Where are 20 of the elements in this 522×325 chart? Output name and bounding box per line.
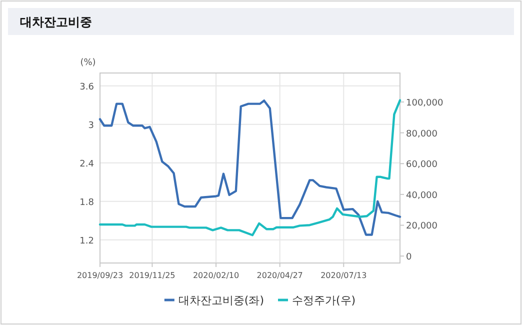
x-tick-label: 2019/09/23 (76, 271, 124, 280)
y-tick-label: 3 (88, 120, 94, 131)
y-tick-label: 2.4 (80, 159, 94, 170)
y2-tick-label: 100,000 (406, 98, 444, 108)
legend-label: 수정주가(우) (292, 294, 356, 307)
chart-title: 대차잔고비중 (20, 15, 92, 29)
y2-tick-label: 60,000 (406, 160, 438, 170)
y-tick-label: 3.6 (80, 82, 94, 92)
legend-label: 대차잔고비중(좌) (178, 294, 264, 307)
x-tick-label: 2019/11/25 (129, 271, 176, 280)
y-tick-label: 1.8 (80, 198, 94, 208)
x-tick-label: 2020/07/13 (320, 271, 367, 280)
y-axis-title: (%) (80, 58, 96, 68)
x-tick-label: 2020/04/27 (256, 271, 303, 280)
y2-tick-label: 80,000 (406, 129, 438, 140)
y2-tick-label: 0 (406, 252, 412, 263)
y2-tick-label: 20,000 (406, 222, 438, 232)
y2-tick-label: 40,000 (406, 190, 438, 201)
y-tick-label: 1.2 (80, 236, 94, 246)
x-tick-label: 2020/02/10 (192, 271, 240, 280)
